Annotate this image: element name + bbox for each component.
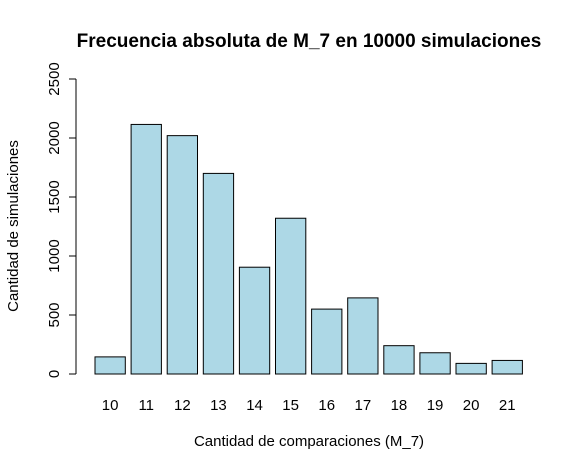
bar-14 <box>239 267 269 374</box>
bars-group <box>95 124 522 374</box>
y-tick-label: 1000 <box>46 239 63 272</box>
x-tick-label: 20 <box>463 397 480 414</box>
x-tick-label: 15 <box>282 397 299 414</box>
bar-18 <box>384 346 414 374</box>
x-tick-labels: 10 11 12 13 14 15 16 17 18 19 20 21 <box>102 397 516 414</box>
x-tick-label: 12 <box>174 397 191 414</box>
y-tick-label: 0 <box>46 370 63 378</box>
y-tick-label: 2500 <box>46 62 63 95</box>
x-axis-label: Cantidad de comparaciones (M_7) <box>194 433 424 450</box>
x-tick-label: 19 <box>427 397 444 414</box>
bar-12 <box>167 136 197 374</box>
y-axis: 0 500 1000 1500 2000 2500 <box>46 62 76 378</box>
x-tick-label: 18 <box>391 397 408 414</box>
bar-15 <box>276 218 306 374</box>
chart-title: Frecuencia absoluta de M_7 en 10000 simu… <box>77 31 542 52</box>
x-tick-label: 10 <box>102 397 119 414</box>
bar-20 <box>456 363 486 374</box>
bar-11 <box>131 124 161 374</box>
bar-21 <box>492 360 522 374</box>
bar-10 <box>95 357 125 374</box>
bar-17 <box>348 298 378 374</box>
bar-19 <box>420 353 450 374</box>
x-tick-label: 16 <box>318 397 335 414</box>
y-tick-label: 1500 <box>46 180 63 213</box>
x-tick-label: 17 <box>355 397 372 414</box>
x-tick-label: 14 <box>246 397 263 414</box>
y-tick-label: 500 <box>46 302 63 327</box>
x-tick-label: 13 <box>210 397 227 414</box>
x-tick-label: 11 <box>138 397 154 414</box>
y-tick-label: 2000 <box>46 121 63 154</box>
x-tick-label: 21 <box>499 397 516 414</box>
bar-16 <box>312 309 342 374</box>
y-axis-label: Cantidad de simulaciones <box>5 140 22 312</box>
bar-13 <box>203 173 233 374</box>
